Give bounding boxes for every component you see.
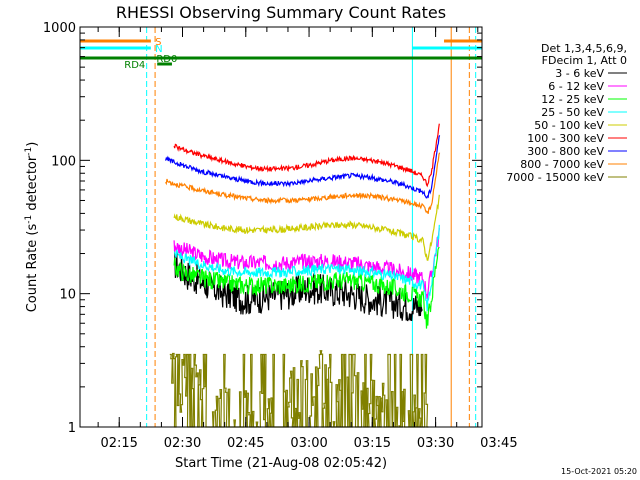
legend-header-1: Det 1,3,4,5,6,9, xyxy=(541,42,627,55)
chart-title: RHESSI Observing Summary Count Rates xyxy=(116,3,446,22)
series-line-8 xyxy=(169,350,429,428)
vertical-lines xyxy=(79,27,477,427)
y-tick-label-3: 1000 xyxy=(43,21,76,36)
x-axis-label: Start Time (21-Aug-08 02:05:42) xyxy=(175,456,387,471)
x-tick-label-1: 02:30 xyxy=(164,436,201,451)
x-axis-ticks: 02:15 02:30 02:45 03:00 03:15 03:30 03:45 xyxy=(97,27,518,451)
y-axis-label: Count Rate (s-1 detector-1) xyxy=(24,142,40,313)
legend-header-2: FDecim 1, Att 0 xyxy=(542,54,627,67)
flag-label-rd4: RD4 xyxy=(124,60,145,71)
flag-label-n: N xyxy=(155,44,162,55)
series-line-6 xyxy=(165,135,441,199)
y-label-end: ) xyxy=(25,142,40,147)
x-tick-label-0: 02:15 xyxy=(100,436,137,451)
legend-label-5: 100 - 300 keV xyxy=(527,132,604,145)
y-axis-ticks: 1 10 100 1000 xyxy=(43,21,482,436)
series-lines xyxy=(165,123,441,428)
y-tick-label-1: 10 xyxy=(59,288,76,303)
series-line-3 xyxy=(173,224,440,312)
x-tick-label-2: 02:45 xyxy=(227,436,264,451)
y-label-sup1: -1 xyxy=(24,215,34,224)
plot-frame xyxy=(79,26,483,428)
y-tick-label-0: 1 xyxy=(68,421,76,436)
flag-label-rd0: RD0 xyxy=(156,54,177,65)
x-tick-label-3: 03:00 xyxy=(290,436,327,451)
series-line-5 xyxy=(173,123,440,188)
y-tick-label-2: 100 xyxy=(51,154,76,169)
legend-label-7: 800 - 7000 keV xyxy=(520,158,604,171)
legend-label-1: 6 - 12 keV xyxy=(548,80,604,93)
y-label-mid: detector xyxy=(25,155,40,215)
x-tick-label-4: 03:15 xyxy=(354,436,391,451)
legend-label-3: 25 - 50 keV xyxy=(541,106,604,119)
flag-label-s: S xyxy=(155,37,161,48)
x-tick-label-5: 03:30 xyxy=(417,436,454,451)
legend-label-2: 12 - 25 keV xyxy=(541,93,604,106)
footer-timestamp: 15-Oct-2021 05:20 xyxy=(561,467,637,476)
legend-label-6: 300 - 800 keV xyxy=(527,145,604,158)
series-line-7 xyxy=(165,152,441,215)
series-line-2 xyxy=(173,246,440,329)
y-label-main: Count Rate (s xyxy=(25,224,40,313)
legend-label-4: 50 - 100 keV xyxy=(534,119,604,132)
legend: Det 1,3,4,5,6,9, FDecim 1, Att 0 3 - 6 k… xyxy=(506,42,627,184)
legend-label-8: 7000 - 15000 keV xyxy=(506,171,604,184)
x-tick-label-6: 03:45 xyxy=(480,436,517,451)
y-label-sup2: -1 xyxy=(24,147,34,156)
series-line-4 xyxy=(173,194,440,261)
legend-label-0: 3 - 6 keV xyxy=(555,67,604,80)
